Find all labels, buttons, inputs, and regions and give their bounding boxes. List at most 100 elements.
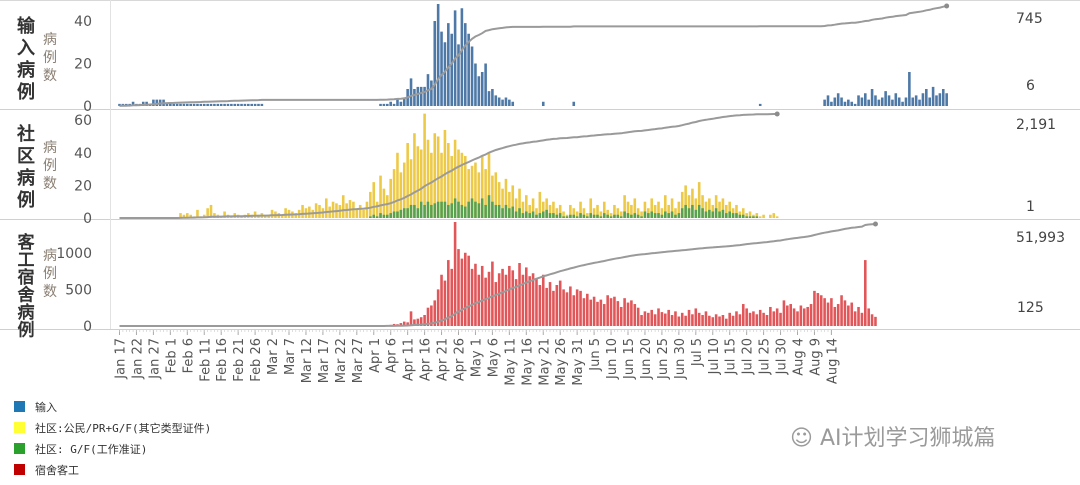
bar [616, 208, 620, 218]
bar-workpass [745, 216, 748, 218]
bar [541, 201, 545, 218]
row-title-char: 例 [18, 320, 35, 341]
bar [416, 318, 420, 326]
bar [775, 216, 779, 218]
x-tick-label: Mar 2 [266, 338, 281, 375]
bar [779, 312, 782, 326]
y-tick-label: 0 [83, 99, 92, 115]
bar [440, 152, 443, 218]
bar-workpass [382, 214, 386, 218]
bar-workpass [487, 195, 491, 218]
bar [548, 204, 552, 218]
bar-workpass [535, 214, 538, 218]
bar [467, 169, 470, 218]
bar [755, 314, 759, 326]
bar [545, 198, 548, 218]
bar [819, 295, 823, 326]
bar [477, 76, 481, 106]
bar-workpass [613, 214, 616, 218]
bar [836, 93, 840, 106]
bar [535, 208, 538, 218]
bar [575, 289, 579, 326]
bar-workpass [738, 214, 742, 218]
bar [670, 198, 674, 218]
bar-workpass [399, 209, 403, 218]
bar [236, 103, 240, 107]
bar [175, 103, 179, 107]
x-tick-label: Feb 1 [164, 338, 179, 373]
bar [704, 201, 708, 218]
bar [433, 300, 437, 326]
bar-workpass [379, 213, 382, 218]
bar [450, 156, 454, 218]
x-tick-label: May 16 [520, 338, 535, 386]
bar-workpass [680, 208, 684, 218]
bar [626, 302, 630, 326]
bar [521, 274, 525, 326]
bar [609, 213, 613, 218]
y-axis-label-char: 病 [43, 32, 57, 48]
bar-workpass [602, 213, 606, 218]
row-title-char: 病 [17, 167, 35, 189]
bar-workpass [721, 209, 725, 218]
bar-workpass [609, 216, 613, 218]
bar-workpass [606, 214, 609, 218]
bar [738, 211, 742, 218]
bar [382, 103, 386, 107]
bar [240, 103, 243, 107]
bar [809, 304, 813, 326]
bar-workpass [670, 211, 674, 218]
bar [314, 203, 318, 218]
bar [423, 86, 426, 107]
bar-workpass [494, 204, 498, 218]
bar-workpass [491, 201, 494, 218]
bar [701, 195, 704, 218]
bar [728, 312, 731, 326]
bar [758, 309, 762, 326]
bar [508, 99, 511, 107]
bar [755, 213, 759, 218]
bar [582, 208, 586, 218]
bar [447, 260, 450, 326]
bar [440, 31, 443, 107]
legend-item-imported: 输入 [14, 396, 211, 417]
bar [399, 172, 403, 218]
bar [284, 208, 287, 218]
bar [887, 95, 891, 107]
bar [748, 312, 752, 326]
bar [179, 103, 182, 107]
bar-workpass [684, 204, 687, 218]
row-title-char: 病 [17, 59, 35, 81]
bar [463, 252, 467, 326]
bar [501, 99, 504, 107]
x-tick-label: Apr 26 [453, 338, 468, 381]
bar [552, 290, 555, 326]
bar [223, 211, 226, 218]
bar [531, 198, 535, 218]
bar-workpass [413, 204, 416, 218]
x-tick-label: Aug 9 [808, 338, 823, 376]
bar [911, 97, 915, 106]
latest-daily-label: 125 [1017, 300, 1044, 316]
bar [396, 99, 399, 107]
bar [209, 204, 213, 218]
bar [640, 211, 643, 218]
bar [131, 101, 135, 106]
bar-workpass [640, 216, 643, 218]
bar [725, 204, 728, 218]
bar [457, 149, 460, 218]
bar [419, 86, 423, 107]
bar-workpass [589, 213, 593, 218]
bar [880, 97, 884, 106]
bar [141, 101, 145, 106]
bar [613, 204, 616, 218]
bar [840, 295, 843, 326]
bar [219, 103, 223, 107]
bar [223, 103, 226, 107]
bar [877, 99, 881, 107]
bar [389, 101, 392, 106]
x-tick-label: May 21 [537, 338, 552, 386]
bar [531, 273, 535, 326]
x-tick-label: Jan 17 [114, 338, 129, 380]
bar [884, 91, 887, 107]
